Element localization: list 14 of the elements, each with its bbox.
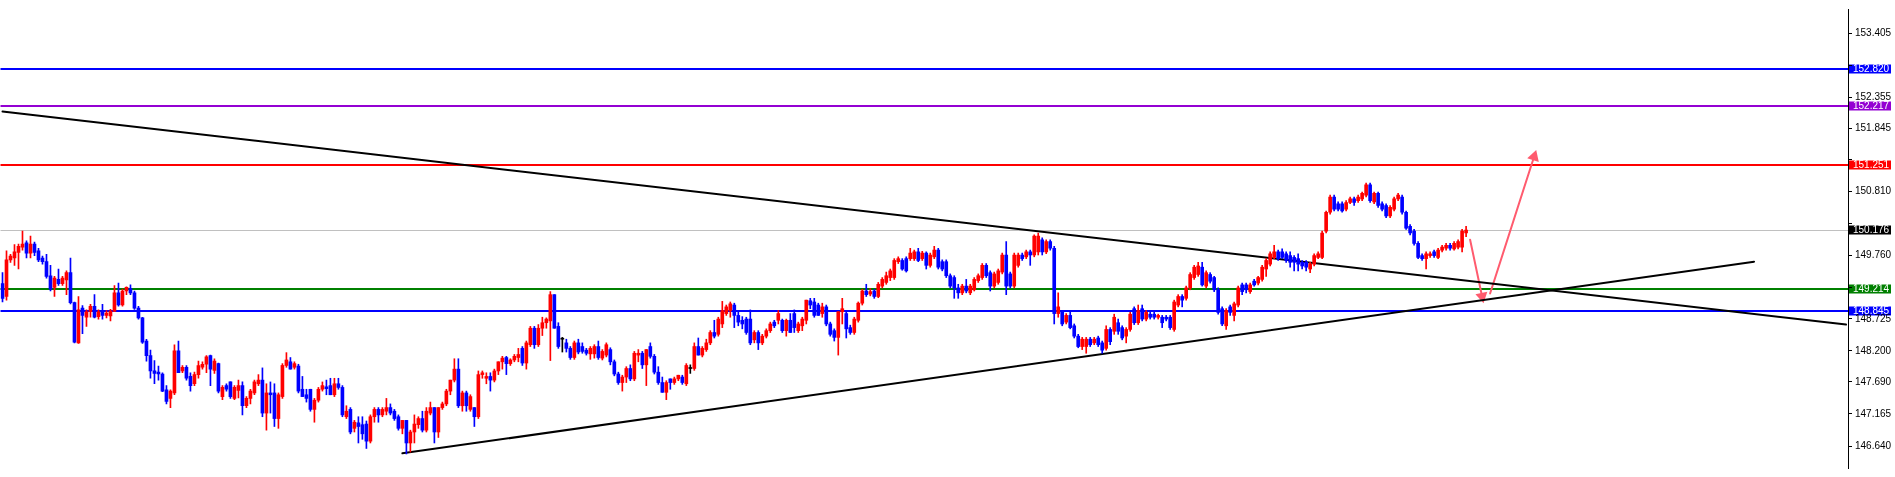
ref-line-label: 152.217 — [1853, 100, 1890, 112]
y-tick-label: 147.165 — [1855, 407, 1892, 419]
y-tick-label: 150.810 — [1855, 185, 1892, 197]
y-tick-label: 149.760 — [1855, 249, 1892, 261]
ref-line-label: 152.820 — [1853, 63, 1890, 75]
y-tick-label: 152.355 — [1855, 90, 1892, 102]
y-tick-label: 153.405 — [1855, 26, 1892, 38]
y-tick-label: 147.690 — [1855, 375, 1892, 387]
y-tick-label: 148.200 — [1855, 344, 1892, 356]
ref-line-label: 149.214 — [1853, 283, 1890, 295]
y-tick-label: 146.640 — [1855, 439, 1892, 451]
ref-line-label: 151.251 — [1853, 159, 1890, 171]
ref-line-label: 150.176 — [1853, 224, 1890, 236]
y-tick-label: 151.845 — [1855, 122, 1892, 134]
